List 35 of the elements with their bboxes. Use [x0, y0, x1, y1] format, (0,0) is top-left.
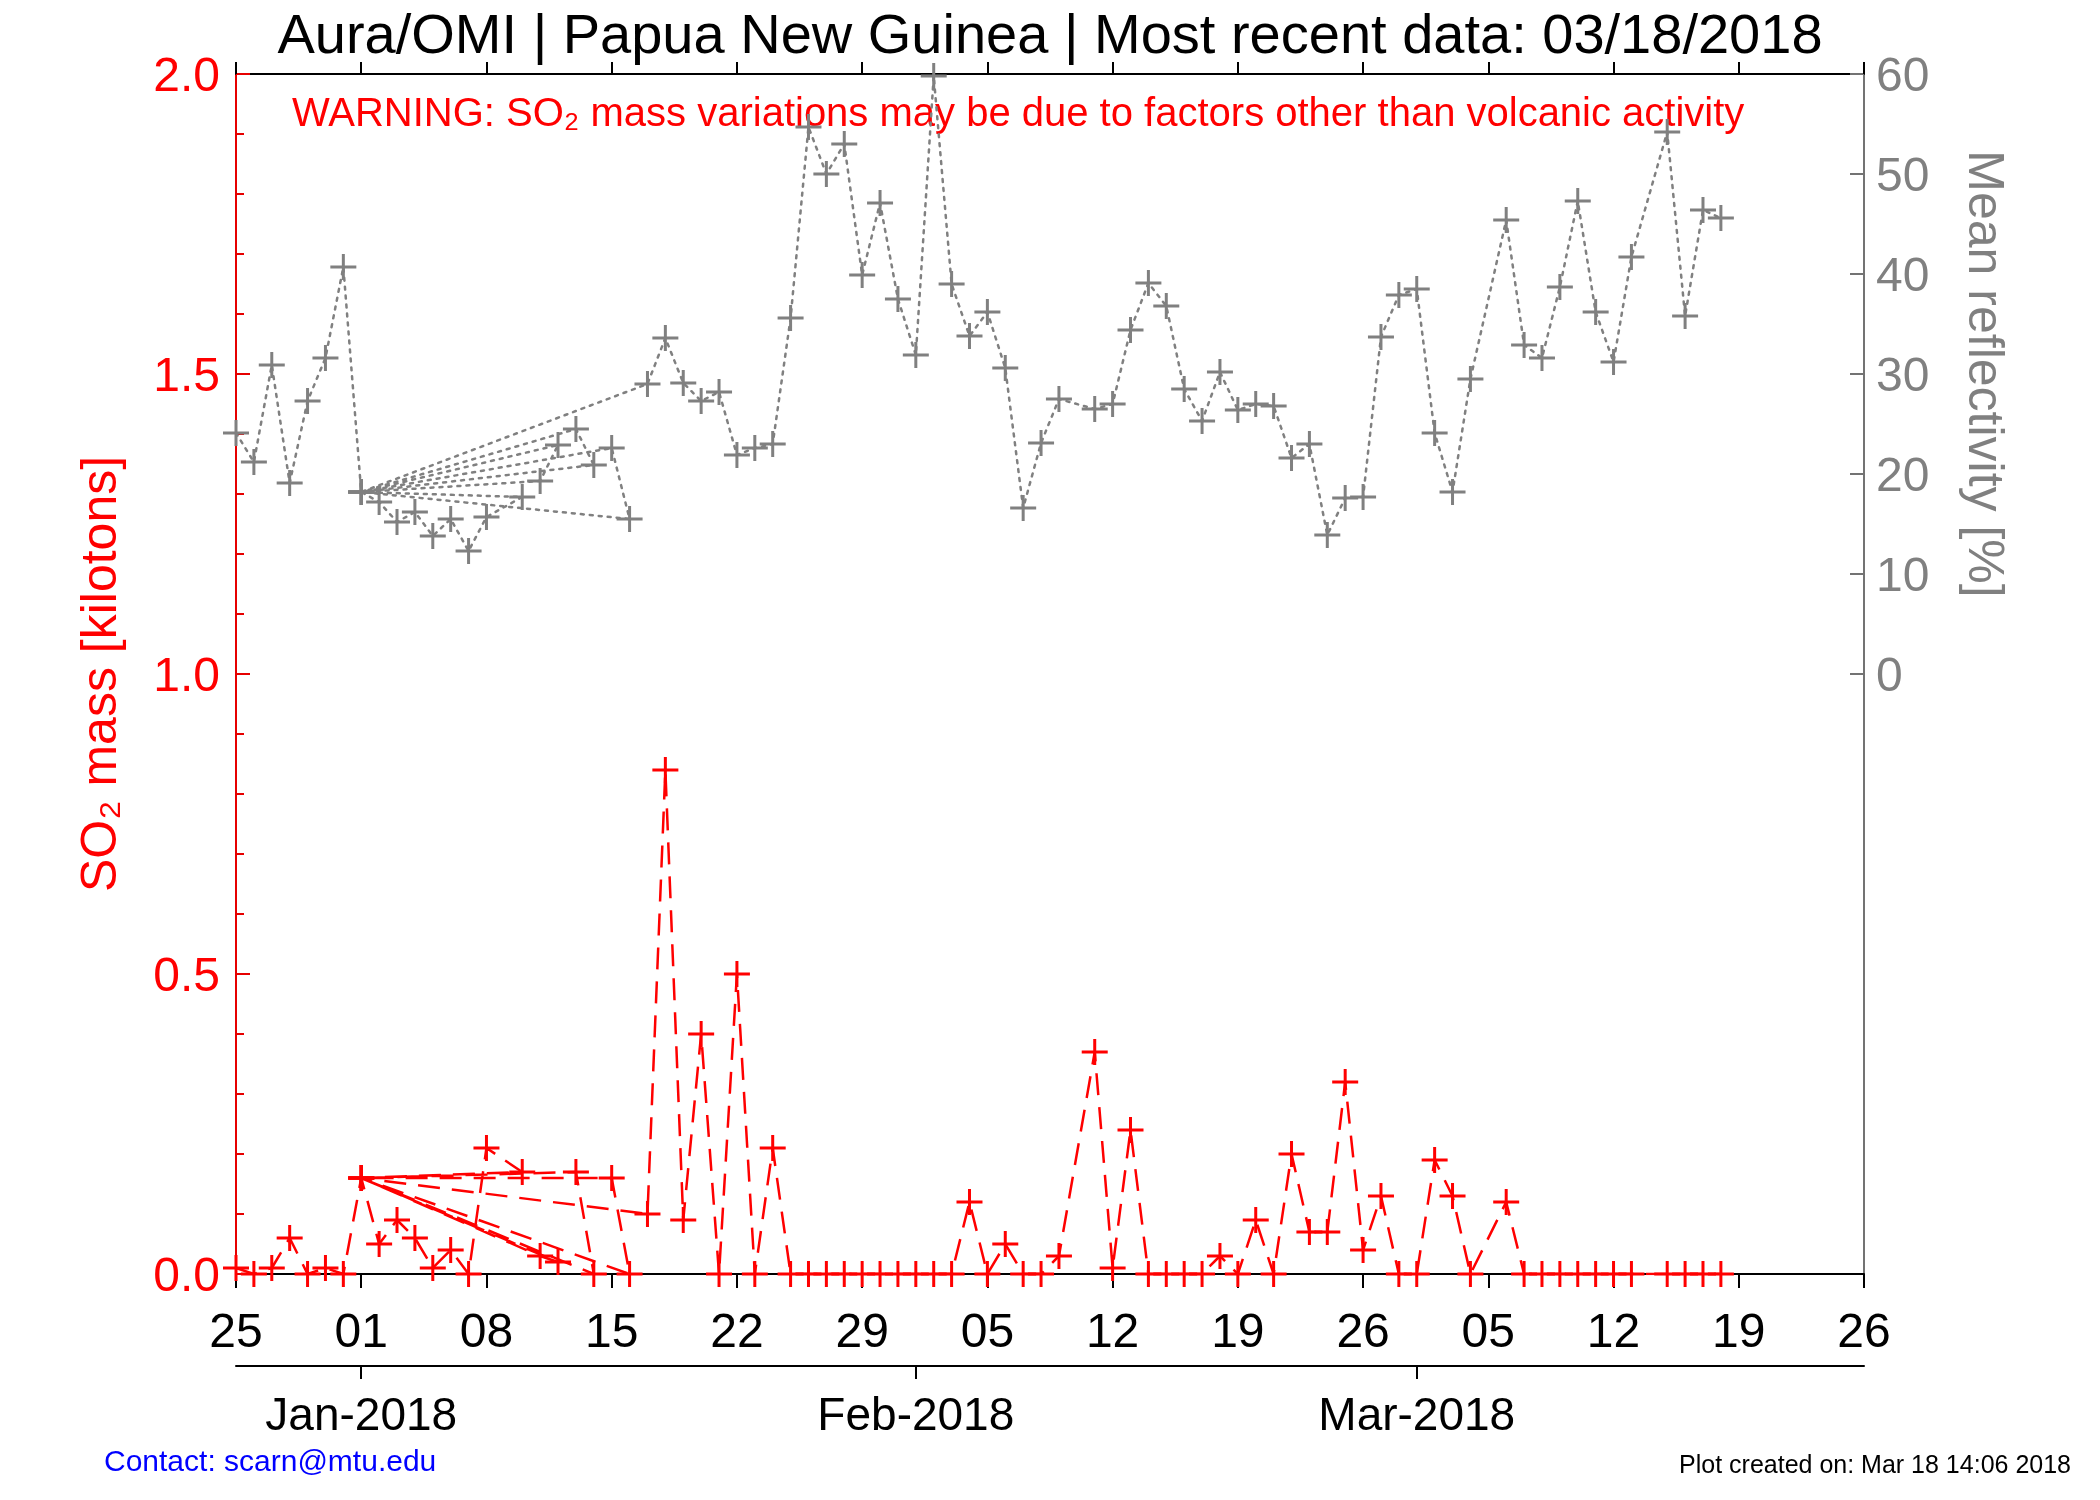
x2-tick-label: Feb-2018: [817, 1388, 1015, 1440]
x-tick-label: 01: [334, 1303, 388, 1357]
y-tick-label: 1.0: [153, 647, 220, 701]
text: Plot created on: Mar 18 14:06 2018: [1679, 1450, 2071, 1478]
y-tick-label: 0.0: [153, 1247, 220, 1301]
y2-tick-label: 30: [1876, 347, 1930, 401]
chart-title: Aura/OMI | Papua New Guinea | Most recent data: 03/18/2018: [277, 1, 1823, 65]
x-tick-label: 29: [835, 1303, 889, 1357]
x-tick-label: 26: [1336, 1303, 1390, 1357]
y2-tick-label: 50: [1876, 147, 1930, 201]
x-tick-label: 19: [1211, 1303, 1265, 1357]
y-axis-title: SO₂ mass [kilotons]: [71, 455, 127, 893]
x-tick-label: 19: [1712, 1303, 1766, 1357]
y-tick-label: 1.5: [153, 347, 220, 401]
text: Contact: scarn@mtu.edu: [104, 1443, 437, 1477]
x2-tick-label: Mar-2018: [1318, 1388, 1516, 1440]
x-tick-label: 15: [585, 1303, 639, 1357]
x-tick-label: 05: [960, 1303, 1015, 1357]
x-tick-label: 05: [1461, 1303, 1515, 1357]
y2-tick-label: 20: [1876, 447, 1930, 501]
y2-tick-label: 0: [1876, 647, 1903, 701]
y2-axis-title: Mean reflectivity [%]: [1958, 150, 2014, 598]
annotation: WARNING: SO₂ mass variations may be due to factors other than volcanic activity: [292, 90, 1745, 134]
x-tick-label: 12: [1085, 1303, 1140, 1357]
x-tick-label: 26: [1837, 1303, 1891, 1357]
y-tick-label: 0.5: [153, 947, 220, 1001]
x-tick-label: 12: [1586, 1303, 1641, 1357]
y2-tick-label: 60: [1876, 47, 1930, 101]
y2-tick-label: 40: [1876, 247, 1930, 301]
x2-tick-label: Jan-2018: [265, 1388, 458, 1440]
x-tick-label: 08: [459, 1303, 514, 1357]
x-tick-label: 25: [209, 1303, 263, 1357]
x-tick-label: 22: [710, 1303, 764, 1357]
y-tick-label: 2.0: [153, 47, 220, 101]
y2-tick-label: 10: [1876, 547, 1930, 601]
